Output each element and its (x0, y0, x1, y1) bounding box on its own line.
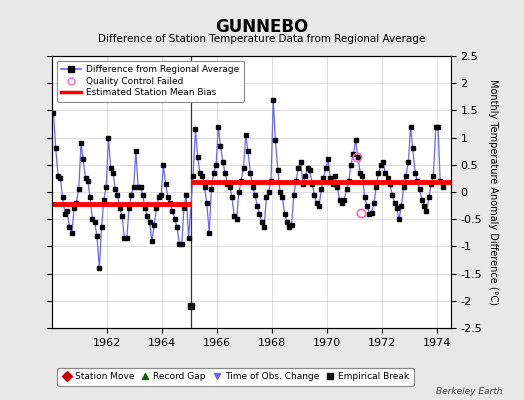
Y-axis label: Monthly Temperature Anomaly Difference (°C): Monthly Temperature Anomaly Difference (… (488, 79, 498, 305)
Text: GUNNEBO: GUNNEBO (215, 18, 309, 36)
Legend: Station Move, Record Gap, Time of Obs. Change, Empirical Break: Station Move, Record Gap, Time of Obs. C… (57, 368, 414, 386)
Text: Difference of Station Temperature Data from Regional Average: Difference of Station Temperature Data f… (99, 34, 425, 44)
Text: Berkeley Earth: Berkeley Earth (436, 387, 503, 396)
